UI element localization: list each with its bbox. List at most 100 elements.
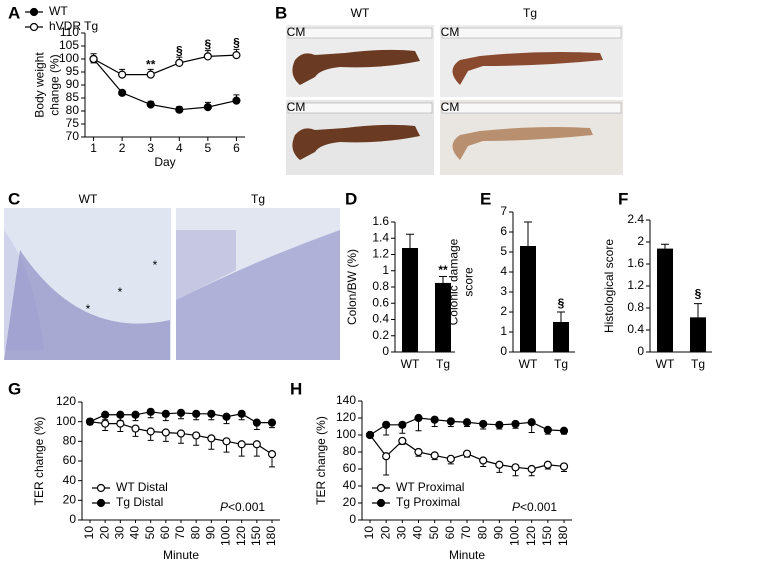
legend-marker (29, 7, 39, 17)
y-tick-label: 0.4 (627, 322, 644, 336)
data-point (495, 420, 504, 429)
y-tick-label: 6 (500, 224, 507, 238)
y-tick-label: 60 (343, 461, 357, 475)
ruler-label: CM (441, 25, 460, 39)
legend-marker (376, 498, 386, 508)
y-tick-label: 0.4 (372, 312, 389, 326)
data-point (176, 429, 186, 438)
panel-label: C (8, 189, 20, 208)
error-bar (439, 275, 447, 283)
p-value: P<0.001 (512, 500, 557, 514)
photo-label: WT (351, 6, 370, 20)
asterisk: * (153, 258, 158, 272)
colon (292, 124, 420, 160)
x-tick-label: 100 (219, 526, 233, 546)
y-tick-label: 0.6 (372, 295, 389, 309)
x-tick-label: 120 (524, 526, 538, 546)
y-tick-label: 0 (69, 512, 76, 526)
y-tick-label: 1.2 (372, 247, 389, 261)
ruler (441, 27, 622, 39)
data-point (462, 418, 472, 427)
data-point (430, 451, 439, 460)
y-tick-label: 0 (382, 344, 389, 358)
data-point (207, 434, 216, 443)
y-tick-label: 1.4 (372, 230, 389, 244)
data-point (176, 408, 186, 417)
data-point (446, 417, 455, 426)
error-bar (524, 221, 532, 246)
bar (657, 248, 673, 352)
x-tick-label: 20 (378, 526, 392, 540)
bar (690, 317, 706, 352)
y-tick-label: 90 (66, 77, 80, 91)
legend-marker (376, 483, 386, 493)
data-point (118, 88, 127, 97)
y-tick-label: 3 (500, 284, 507, 298)
data-point (382, 452, 391, 461)
x-tick-label: 3 (147, 141, 154, 155)
y-tick-label: 0 (349, 512, 356, 526)
y-tick-label: 1 (500, 324, 507, 338)
y-axis-label: Colonic damage (447, 238, 461, 325)
data-point (101, 410, 110, 419)
bar (402, 248, 418, 352)
x-axis-label: Day (154, 155, 175, 169)
p-value: P<0.001 (220, 500, 265, 514)
data-point (365, 430, 375, 440)
x-tick-label: Tg (436, 357, 450, 371)
y-tick-label: 20 (343, 495, 357, 509)
data-point (559, 426, 569, 435)
y-tick-label: 105 (59, 38, 79, 52)
x-tick-label: 1 (90, 141, 97, 155)
y-tick-label: 80 (63, 434, 77, 448)
y-tick-label: 0.8 (372, 279, 389, 293)
data-point (116, 410, 125, 419)
y-axis-label: TER change (%) (314, 416, 328, 505)
ruler (287, 27, 433, 39)
annotation: § (205, 37, 212, 51)
y-tick-label: 5 (500, 244, 507, 258)
tissue (176, 230, 236, 300)
error-bar (557, 311, 565, 322)
data-point (161, 428, 170, 437)
colon (452, 127, 593, 160)
y-tick-label: 1 (382, 263, 389, 277)
y-tick-label: 60 (63, 453, 77, 467)
x-tick-label: 90 (204, 526, 218, 540)
data-point (479, 419, 488, 429)
panel-label: G (8, 379, 21, 398)
data-point (511, 419, 520, 429)
x-tick-label: Tg (554, 357, 568, 371)
data-point (414, 447, 423, 457)
y-tick-label: 40 (343, 478, 357, 492)
y-axis-label: Body weight (33, 52, 47, 118)
x-tick-label: 70 (173, 526, 187, 540)
x-tick-label: 30 (113, 526, 127, 540)
series-line (93, 54, 237, 76)
data-point (430, 415, 439, 424)
data-point (207, 409, 216, 418)
panel-label: A (8, 3, 20, 22)
x-tick-label: 60 (158, 526, 172, 540)
annotation: § (695, 286, 702, 300)
data-point (543, 425, 552, 434)
x-tick-label: 6 (233, 141, 240, 155)
x-axis-label: Minute (163, 548, 199, 562)
data-point (192, 431, 201, 440)
data-point (146, 427, 155, 436)
x-tick-label: 2 (119, 141, 126, 155)
data-point (398, 420, 407, 429)
series-line (93, 58, 237, 111)
asterisk: * (118, 285, 123, 299)
x-tick-label: 80 (188, 526, 202, 540)
x-tick-label: 70 (459, 526, 473, 540)
panel-label: B (275, 3, 287, 22)
error-bar (406, 233, 414, 248)
x-axis-label: Minute (449, 548, 485, 562)
tissue (4, 250, 170, 360)
y-tick-label: 80 (66, 103, 80, 117)
data-point (252, 418, 261, 427)
x-tick-label: 150 (249, 526, 263, 546)
y-tick-label: 100 (59, 51, 79, 65)
